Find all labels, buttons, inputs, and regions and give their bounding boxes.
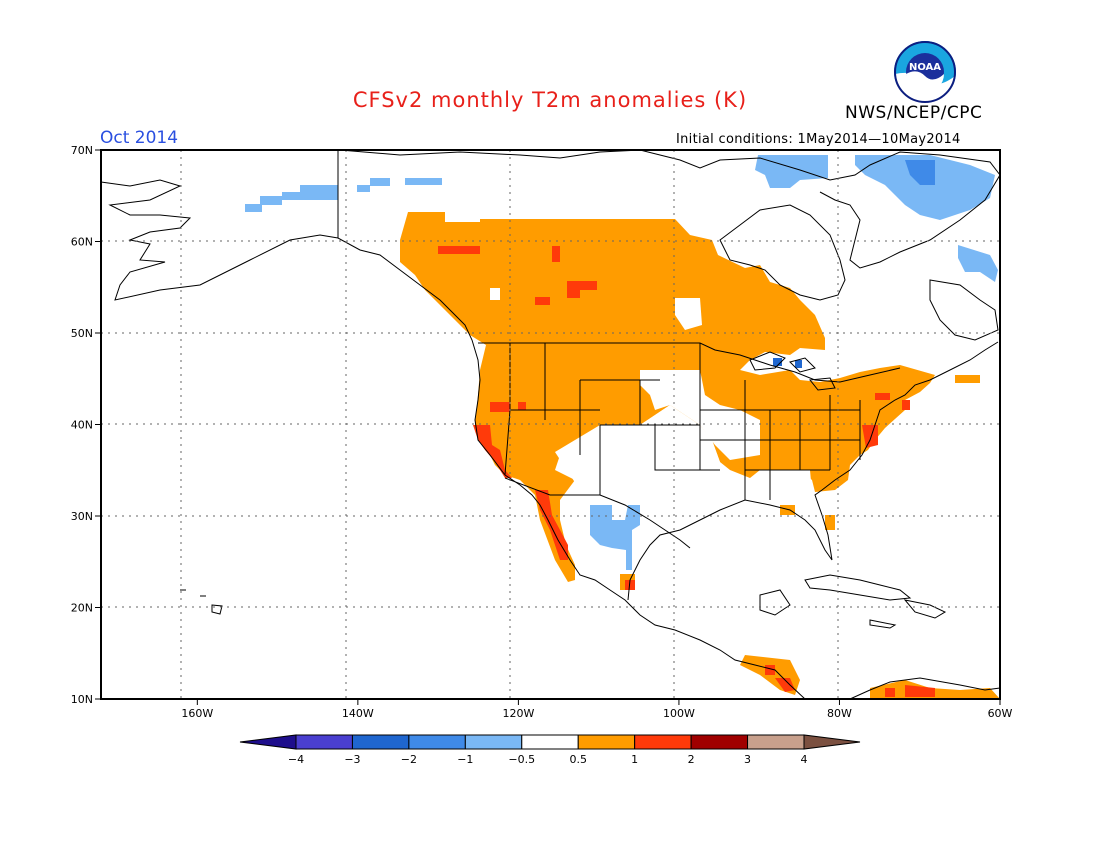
colorbar-box bbox=[634, 734, 692, 750]
noaa-logo: NOAA bbox=[894, 41, 956, 104]
colorbar-high-arrow bbox=[803, 734, 861, 750]
lat-tick-label: 50N bbox=[71, 327, 93, 340]
lon-tick-label: 60W bbox=[988, 707, 1013, 720]
color-legend: −4 −3 −2 −1 −0.5 0.5 1 2 3 4 bbox=[239, 734, 861, 766]
colorbar-low-arrow bbox=[239, 734, 297, 750]
colorbar-label: −4 bbox=[288, 753, 304, 766]
lon-tick-label: 80W bbox=[827, 707, 852, 720]
colorbar-label: −1 bbox=[457, 753, 473, 766]
colorbar-box bbox=[464, 734, 523, 750]
lon-tick-label: 120W bbox=[502, 707, 534, 720]
colorbar-box bbox=[408, 734, 466, 750]
coastlines-borders bbox=[100, 149, 1001, 700]
colorbar-label: 0.5 bbox=[569, 753, 587, 766]
colorbar-box bbox=[747, 734, 805, 750]
colorbar-label: −0.5 bbox=[508, 753, 535, 766]
lon-tick-label: 100W bbox=[663, 707, 695, 720]
lat-tick-label: 10N bbox=[71, 693, 93, 706]
forecast-month: Oct 2014 bbox=[100, 128, 179, 148]
lat-tick-label: 70N bbox=[71, 144, 93, 157]
colorbar-label: 3 bbox=[744, 753, 751, 766]
map-title: CFSv2 monthly T2m anomalies (K) bbox=[352, 88, 748, 112]
grid-lines bbox=[101, 150, 1000, 699]
lon-tick-label: 140W bbox=[342, 707, 374, 720]
lat-tick-label: 40N bbox=[71, 419, 93, 432]
colorbar-box bbox=[577, 734, 636, 750]
initial-conditions: Initial conditions: 1May2014—10May2014 bbox=[676, 132, 961, 147]
lon-tick-label: 160W bbox=[181, 707, 213, 720]
logo-text: NOAA bbox=[909, 62, 941, 73]
colorbar-box bbox=[295, 734, 353, 750]
colorbar-box bbox=[521, 734, 579, 750]
axis-ticks: 70N 60N 50N 40N 30N 20N 10N 160W 140W 120W 100W 80W… bbox=[71, 144, 1013, 720]
colorbar-label: −2 bbox=[401, 753, 417, 766]
colorbar-label: −3 bbox=[344, 753, 360, 766]
lat-tick-label: 20N bbox=[71, 602, 93, 615]
colorbar-box bbox=[351, 734, 410, 750]
colorbar-box bbox=[690, 734, 749, 750]
colorbar-label: 4 bbox=[801, 753, 808, 766]
lat-tick-label: 60N bbox=[71, 236, 93, 249]
agency-label: NWS/NCEP/CPC bbox=[845, 103, 983, 123]
colorbar-label: 1 bbox=[631, 753, 638, 766]
colorbar-label: 2 bbox=[688, 753, 695, 766]
lat-tick-label: 30N bbox=[71, 510, 93, 523]
